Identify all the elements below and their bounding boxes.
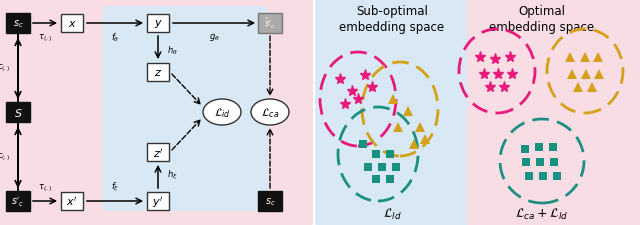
FancyBboxPatch shape: [103, 7, 268, 211]
Text: $\mathcal{L}_{ca}$: $\mathcal{L}_{ca}$: [261, 106, 279, 119]
Text: $\mathcal{L}_{ca} + \mathcal{L}_{ld}$: $\mathcal{L}_{ca} + \mathcal{L}_{ld}$: [515, 205, 569, 220]
Text: $c_{(.)}$: $c_{(.)}$: [0, 151, 11, 163]
Text: $s_c$: $s_c$: [265, 195, 275, 207]
Text: $z'$: $z'$: [153, 146, 163, 159]
Text: $h_{\xi}$: $h_{\xi}$: [167, 168, 178, 181]
FancyBboxPatch shape: [147, 64, 169, 82]
FancyBboxPatch shape: [6, 14, 30, 34]
Text: $\tau_{(.)}$: $\tau_{(.)}$: [38, 32, 52, 44]
FancyBboxPatch shape: [147, 15, 169, 33]
Text: $x'$: $x'$: [67, 195, 77, 208]
Text: $\tau_{(.)}$: $\tau_{(.)}$: [38, 181, 52, 193]
Text: $c_{(.)}$: $c_{(.)}$: [0, 62, 11, 74]
FancyBboxPatch shape: [61, 15, 83, 33]
FancyBboxPatch shape: [258, 191, 282, 211]
Ellipse shape: [203, 99, 241, 126]
Text: $S$: $S$: [13, 106, 22, 119]
Text: $\mathcal{L}_{id}$: $\mathcal{L}_{id}$: [214, 106, 230, 119]
Text: $s'_c$: $s'_c$: [12, 194, 25, 208]
Ellipse shape: [251, 99, 289, 126]
Text: $f_{\theta}$: $f_{\theta}$: [111, 32, 119, 44]
FancyBboxPatch shape: [147, 143, 169, 161]
Text: $h_{\theta}$: $h_{\theta}$: [167, 44, 178, 56]
Text: $\mathcal{L}_{ld}$: $\mathcal{L}_{ld}$: [383, 205, 401, 220]
FancyBboxPatch shape: [61, 192, 83, 210]
FancyBboxPatch shape: [6, 191, 30, 211]
Text: $f_{\xi}$: $f_{\xi}$: [111, 180, 119, 193]
FancyBboxPatch shape: [315, 0, 470, 225]
Text: Sub-optimal
embedding space: Sub-optimal embedding space: [339, 5, 445, 34]
Text: $z$: $z$: [154, 68, 162, 78]
FancyBboxPatch shape: [0, 0, 313, 225]
Text: $\hat{s}'_c$: $\hat{s}'_c$: [264, 17, 276, 31]
Text: Optimal
embedding space: Optimal embedding space: [490, 5, 595, 34]
FancyBboxPatch shape: [6, 103, 30, 122]
FancyBboxPatch shape: [467, 0, 640, 225]
Text: $x$: $x$: [68, 19, 76, 29]
Text: $y$: $y$: [154, 18, 163, 30]
Text: $s_c$: $s_c$: [13, 18, 23, 30]
Text: $y'$: $y'$: [152, 194, 164, 209]
Text: $g_{\theta}$: $g_{\theta}$: [209, 32, 220, 43]
FancyBboxPatch shape: [147, 192, 169, 210]
FancyBboxPatch shape: [258, 14, 282, 34]
